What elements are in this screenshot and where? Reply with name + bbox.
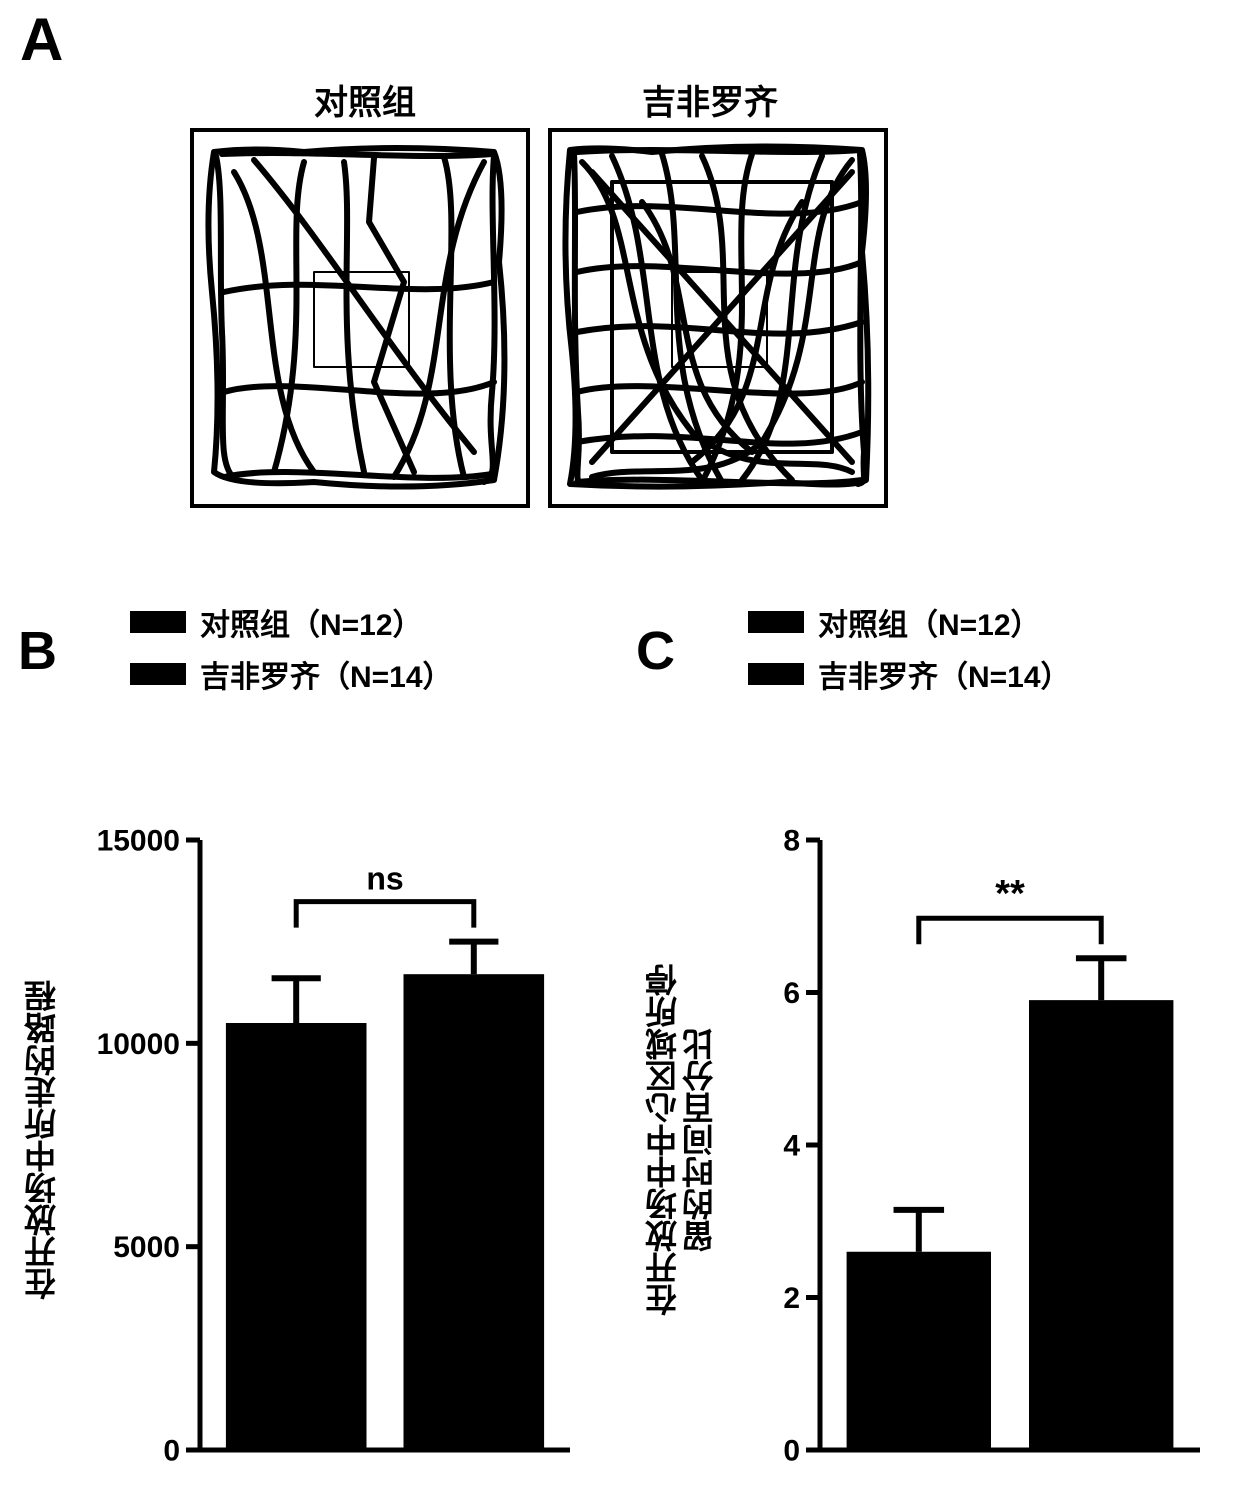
ylabel-line2: 留的时间百分比 [682, 1028, 718, 1252]
panel-a-label: A [20, 5, 63, 74]
ylabel-line1: 在开放场中中心区域所停 [645, 964, 681, 1316]
svg-text:5000: 5000 [113, 1231, 180, 1264]
panel-a-right-title: 吉非罗齐 [560, 75, 860, 124]
legend-text: 对照组（N=12） [200, 600, 423, 644]
track-box-control [190, 128, 530, 508]
legend-swatch [748, 663, 804, 685]
legend-swatch [748, 611, 804, 633]
legend-text: 对照组（N=12） [818, 600, 1041, 644]
legend-row: 吉非罗齐（N=14） [130, 652, 453, 696]
svg-text:8: 8 [783, 825, 800, 858]
panel-b-label: B [18, 620, 57, 682]
svg-text:10000: 10000 [97, 1028, 180, 1061]
panel-b-chart: 0 5000 10000 15000 ns [70, 770, 590, 1470]
legend-text: 吉非罗齐（N=14） [200, 652, 453, 696]
legend-row: 吉非罗齐（N=14） [748, 652, 1071, 696]
track-box-drug [548, 128, 888, 508]
svg-text:ns: ns [366, 861, 403, 897]
panel-a-left-title: 对照组 [215, 75, 515, 124]
svg-text:**: ** [995, 873, 1025, 915]
panel-c-chart: 0 2 4 6 8 ** [740, 770, 1220, 1470]
panel-c-ylabel: 在开放场中中心区域所停 留的时间百分比 [645, 860, 719, 1420]
svg-text:6: 6 [783, 977, 800, 1010]
panel-b-ylabel: 在开放场中所走的路程 [25, 880, 60, 1400]
panel-c-legend: 对照组（N=12） 吉非罗齐（N=14） [748, 600, 1071, 704]
legend-swatch [130, 663, 186, 685]
legend-row: 对照组（N=12） [748, 600, 1071, 644]
svg-text:2: 2 [783, 1282, 800, 1315]
legend-row: 对照组（N=12） [130, 600, 453, 644]
svg-text:4: 4 [783, 1130, 800, 1163]
legend-swatch [130, 611, 186, 633]
svg-text:0: 0 [163, 1435, 180, 1468]
legend-text: 吉非罗齐（N=14） [818, 652, 1071, 696]
panel-c-label: C [636, 620, 675, 682]
svg-text:15000: 15000 [97, 825, 180, 858]
svg-text:0: 0 [783, 1435, 800, 1468]
panel-b-legend: 对照组（N=12） 吉非罗齐（N=14） [130, 600, 453, 704]
